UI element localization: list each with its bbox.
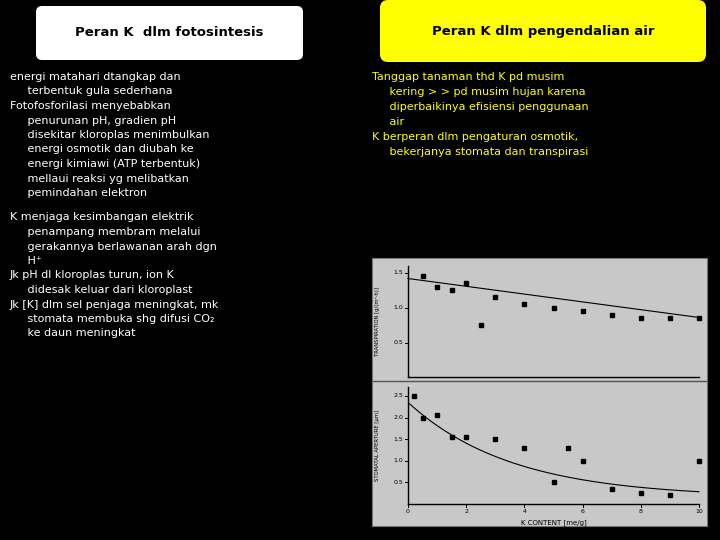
- Text: 10: 10: [695, 509, 703, 514]
- Text: 0: 0: [406, 509, 410, 514]
- Text: penampang membram melalui: penampang membram melalui: [10, 227, 200, 237]
- Text: H⁺: H⁺: [10, 256, 42, 266]
- Text: air: air: [372, 117, 404, 127]
- Text: energi osmotik dan diubah ke: energi osmotik dan diubah ke: [10, 145, 194, 154]
- Text: Fotofosforilasi menyebabkan: Fotofosforilasi menyebabkan: [10, 101, 171, 111]
- Bar: [372, 258, 707, 526]
- Text: 4: 4: [523, 509, 526, 514]
- Text: gerakannya berlawanan arah dgn: gerakannya berlawanan arah dgn: [10, 241, 217, 252]
- Text: 2.5: 2.5: [393, 394, 403, 399]
- Text: 0.5: 0.5: [393, 340, 403, 345]
- Text: 2.0: 2.0: [393, 415, 403, 420]
- FancyBboxPatch shape: [36, 6, 303, 60]
- Text: mellaui reaksi yg melibatkan: mellaui reaksi yg melibatkan: [10, 173, 189, 184]
- Text: Peran K  dlm fotosintesis: Peran K dlm fotosintesis: [76, 26, 264, 39]
- Text: energi kimiawi (ATP terbentuk): energi kimiawi (ATP terbentuk): [10, 159, 200, 169]
- Text: disekitar kloroplas menimbulkan: disekitar kloroplas menimbulkan: [10, 130, 210, 140]
- FancyBboxPatch shape: [380, 0, 706, 62]
- Text: TRANSPIRATION [g/(m²·h)]: TRANSPIRATION [g/(m²·h)]: [374, 287, 379, 356]
- Text: 6: 6: [580, 509, 585, 514]
- Text: 1.5: 1.5: [393, 437, 403, 442]
- Text: K CONTENT [me/g]: K CONTENT [me/g]: [521, 519, 586, 526]
- Text: energi matahari dtangkap dan: energi matahari dtangkap dan: [10, 72, 181, 82]
- Text: diperbaikinya efisiensi penggunaan: diperbaikinya efisiensi penggunaan: [372, 102, 589, 112]
- Text: 8: 8: [639, 509, 643, 514]
- Text: Jk [K] dlm sel penjaga meningkat, mk: Jk [K] dlm sel penjaga meningkat, mk: [10, 300, 220, 309]
- Text: 2: 2: [464, 509, 468, 514]
- Text: bekerjanya stomata dan transpirasi: bekerjanya stomata dan transpirasi: [372, 147, 588, 157]
- Text: K menjaga kesimbangan elektrik: K menjaga kesimbangan elektrik: [10, 213, 194, 222]
- Text: stomata membuka shg difusi CO₂: stomata membuka shg difusi CO₂: [10, 314, 215, 324]
- Text: terbentuk gula sederhana: terbentuk gula sederhana: [10, 86, 173, 97]
- Text: 1.0: 1.0: [393, 458, 403, 463]
- Text: kering > > pd musim hujan karena: kering > > pd musim hujan karena: [372, 87, 585, 97]
- Text: 0.5: 0.5: [393, 480, 403, 485]
- Text: 1.5: 1.5: [393, 271, 403, 275]
- Text: ke daun meningkat: ke daun meningkat: [10, 328, 135, 339]
- Text: Peran K dlm pengendalian air: Peran K dlm pengendalian air: [432, 24, 654, 37]
- Text: STOMATAL APERTURE [μm]: STOMATAL APERTURE [μm]: [374, 410, 379, 481]
- Text: 1.0: 1.0: [393, 305, 403, 310]
- Text: K berperan dlm pengaturan osmotik,: K berperan dlm pengaturan osmotik,: [372, 132, 578, 142]
- Text: didesak keluar dari kloroplast: didesak keluar dari kloroplast: [10, 285, 192, 295]
- Text: Tanggap tanaman thd K pd musim: Tanggap tanaman thd K pd musim: [372, 72, 564, 82]
- Text: pemindahan elektron: pemindahan elektron: [10, 188, 147, 198]
- Text: Jk pH dl kloroplas turun, ion K: Jk pH dl kloroplas turun, ion K: [10, 271, 175, 280]
- Text: penurunan pH, gradien pH: penurunan pH, gradien pH: [10, 116, 176, 125]
